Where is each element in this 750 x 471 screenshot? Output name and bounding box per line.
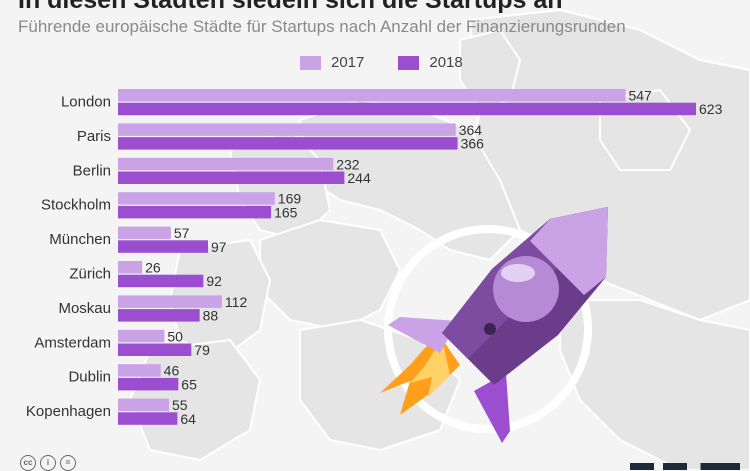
legend-label-2017: 2017	[331, 54, 365, 71]
data-label-moskau-2017: 112	[225, 294, 248, 310]
bar-kopenhagen-2017	[118, 398, 170, 412]
category-label-moskau: Moskau	[58, 300, 111, 317]
bar-stockholm-2017	[118, 192, 275, 205]
rocket-left-fin	[388, 317, 458, 353]
bar-zürich-2017	[118, 261, 143, 274]
bar-paris-2018	[118, 137, 458, 150]
data-label-münchen-2017: 57	[174, 225, 190, 241]
data-label-zürich-2018: 92	[206, 273, 222, 289]
rocket-bottom-fin	[474, 373, 510, 443]
cc-icon[interactable]: cc	[20, 455, 36, 471]
bar-zürich-2018	[118, 274, 204, 288]
category-label-kopenhagen: Kopenhagen	[26, 403, 111, 420]
bar-berlin-2017	[118, 157, 334, 171]
attribution-icon[interactable]: i	[40, 455, 56, 471]
data-label-münchen-2018: 97	[211, 239, 227, 255]
rocket-flame-core	[410, 339, 450, 397]
legend-item-2017: 2017	[300, 54, 364, 71]
legend-label-2018: 2018	[429, 54, 463, 71]
legend-swatch-2017	[300, 55, 321, 70]
category-label-stockholm: Stockholm	[41, 197, 111, 214]
data-label-kopenhagen-2017: 55	[172, 397, 188, 413]
bar-dublin-2018	[118, 377, 179, 391]
chart-legend: 2017 2018	[300, 54, 463, 71]
bar-kopenhagen-2018	[118, 412, 178, 425]
data-label-london-2018: 623	[699, 101, 723, 117]
data-label-moskau-2018: 88	[203, 308, 219, 324]
bar-paris-2017	[118, 123, 456, 136]
data-label-paris-2018: 366	[461, 136, 485, 152]
license-icons: cc i =	[20, 455, 76, 471]
bar-dublin-2017	[118, 364, 161, 377]
bar-münchen-2018	[118, 240, 208, 253]
category-label-münchen: München	[49, 231, 111, 248]
data-label-berlin-2018: 244	[347, 170, 371, 186]
chart-title: In diesen Städten siedeln sich die Start…	[18, 0, 563, 14]
data-label-london-2017: 547	[628, 88, 652, 104]
bar-moskau-2018	[118, 309, 200, 322]
bar-amsterdam-2018	[118, 343, 192, 356]
bar-london-2018	[118, 102, 696, 116]
category-label-london: London	[61, 94, 111, 111]
rocket-illustration	[380, 207, 608, 443]
category-label-paris: Paris	[77, 128, 111, 145]
data-label-zürich-2017: 26	[145, 260, 161, 276]
no-derivatives-icon[interactable]: =	[60, 455, 76, 471]
legend-item-2018: 2018	[398, 54, 463, 71]
bar-münchen-2017	[118, 226, 171, 240]
statista-logo[interactable]	[630, 463, 740, 470]
rocket-nose	[530, 207, 608, 295]
rocket-rivet	[484, 323, 496, 335]
data-label-paris-2017: 364	[459, 122, 483, 138]
data-label-dublin-2018: 65	[181, 376, 197, 392]
data-label-berlin-2017: 232	[336, 156, 360, 172]
data-label-dublin-2017: 46	[164, 363, 180, 379]
chart-subtitle: Führende europäische Städte für Startups…	[18, 17, 626, 36]
category-label-zürich: Zürich	[69, 266, 111, 283]
bar-london-2017	[118, 89, 626, 102]
category-label-dublin: Dublin	[68, 369, 111, 386]
bar-amsterdam-2017	[118, 329, 165, 343]
bar-stockholm-2018	[118, 205, 272, 219]
data-label-amsterdam-2018: 79	[194, 342, 210, 358]
data-label-amsterdam-2017: 50	[167, 328, 183, 344]
legend-swatch-2018	[398, 55, 420, 70]
category-label-amsterdam: Amsterdam	[34, 334, 111, 351]
bar-moskau-2017	[118, 295, 222, 308]
category-label-berlin: Berlin	[73, 162, 111, 179]
data-label-stockholm-2018: 165	[274, 204, 298, 220]
rocket-ring	[384, 225, 592, 433]
data-label-kopenhagen-2018: 64	[180, 411, 196, 427]
rocket-window-shine	[501, 264, 535, 282]
data-label-stockholm-2017: 169	[278, 191, 302, 207]
bar-berlin-2018	[118, 171, 345, 184]
